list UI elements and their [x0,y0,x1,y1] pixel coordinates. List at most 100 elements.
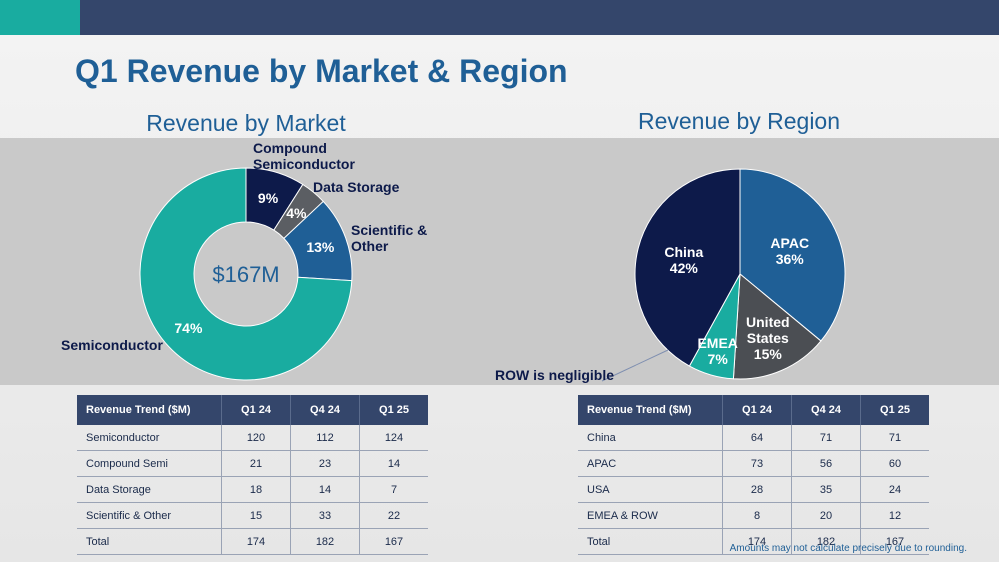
cell: 21 [221,450,291,477]
annotation: ROW is negligible [495,367,615,383]
slice [739,168,846,342]
value-label: 13% [306,239,335,256]
cell: 56 [791,450,861,477]
value-label: 15% [753,346,782,363]
cell: Data Storage [77,476,222,503]
chart-title: Revenue by Market [146,110,346,136]
cell: 112 [290,425,360,451]
header-cell: Q1 25 [860,395,929,425]
cell: 182 [791,528,861,555]
cell: 182 [290,528,360,555]
slice [634,168,741,367]
slice-label: 4% [266,205,326,221]
cell: USA [578,476,723,503]
cell: 28 [722,476,792,503]
center-label: $167M [212,262,279,287]
cell: Compound Semi [77,450,222,477]
category-label: EMEA [697,334,738,351]
cell: EMEA & ROW [578,502,723,529]
chart-title: Revenue by Region [637,108,841,134]
cell: 60 [860,450,929,477]
row: APAC 73 56 60 [578,450,929,477]
cell: 14 [290,476,360,503]
header-row: Revenue Trend ($M) Q1 24 Q4 24 Q1 25 [77,395,428,425]
row: Total 174 182 167 [77,528,428,555]
cell: 33 [290,502,360,529]
category-label: Scientific & Other [351,222,428,254]
category-label: China [664,243,704,260]
value-label: 74% [174,320,203,337]
value-label: 42% [669,259,698,276]
cell: 167 [860,528,929,555]
slice-label: China 42% [654,244,714,276]
value-label: 36% [775,250,804,267]
cell: 35 [791,476,861,503]
row: Scientific & Other 15 33 22 [77,502,428,529]
table: Revenue Trend ($M) Q1 24 Q4 24 Q1 25 Semicon… [77,395,428,555]
cell: 23 [290,450,360,477]
slice-label: 13% [290,239,350,255]
cell: Semiconductor [77,425,222,451]
category-label: United States [746,314,790,347]
cell: 20 [791,502,861,529]
header-cell: Revenue Trend ($M) [77,395,222,425]
slide-title: Q1 Revenue by Market & Region [75,53,568,89]
row: USA 28 35 24 [578,476,929,503]
category-label: Compound Semiconductor [253,140,355,172]
row: EMEA & ROW 8 20 12 [578,502,929,529]
cell: 14 [359,450,428,477]
table: Revenue Trend ($M) Q1 24 Q4 24 Q1 25 China 64… [578,395,929,555]
accent-block [0,0,80,35]
cell: 71 [860,425,929,451]
cell: Total [578,528,723,555]
cell: APAC [578,450,723,477]
header-cell: Q1 25 [359,395,428,425]
slice-label: EMEA 7% [688,335,748,367]
row: Semiconductor 120 112 124 [77,425,428,451]
cell: Scientific & Other [77,502,222,529]
header-cell: Revenue Trend ($M) [578,395,723,425]
cell: Total [77,528,222,555]
cell: China [578,425,723,451]
cell: 8 [722,502,792,529]
slice-label: 9% [238,190,298,206]
cell: 22 [359,502,428,529]
footnote: Amounts may not calculate precisely due … [729,543,967,554]
header-row: Revenue Trend ($M) Q1 24 Q4 24 Q1 25 [578,395,929,425]
value-label: 4% [286,205,307,222]
row: Compound Semi 21 23 14 [77,450,428,477]
cell: 12 [860,502,929,529]
slice-label: 74% [158,320,218,336]
slice [139,167,353,381]
category-label: Semiconductor [61,337,163,353]
row: Total 174 182 167 [578,528,929,555]
cell: 73 [722,450,792,477]
cell: 18 [221,476,291,503]
row: China 64 71 71 [578,425,929,451]
header-cell: Q4 24 [290,395,360,425]
top-bar [80,0,999,35]
header-cell: Q1 24 [221,395,291,425]
cell: 64 [722,425,792,451]
cell: 71 [791,425,861,451]
value-label: 9% [257,190,279,207]
cell: 124 [359,425,428,451]
cell: 120 [221,425,291,451]
annotation-line [601,349,669,382]
category-label: APAC [770,234,810,251]
cell: 24 [860,476,929,503]
cell: 174 [221,528,291,555]
slice-label: APAC 36% [760,235,820,267]
category-label: Data Storage [313,179,400,195]
cell: 174 [722,528,792,555]
header-cell: Q1 24 [722,395,792,425]
slice-label: United States 15% [738,314,798,362]
cell: 7 [359,476,428,503]
value-label: 7% [707,350,728,367]
header-cell: Q4 24 [791,395,861,425]
cell: 15 [221,502,291,529]
cell: 167 [359,528,428,555]
row: Data Storage 18 14 7 [77,476,428,503]
